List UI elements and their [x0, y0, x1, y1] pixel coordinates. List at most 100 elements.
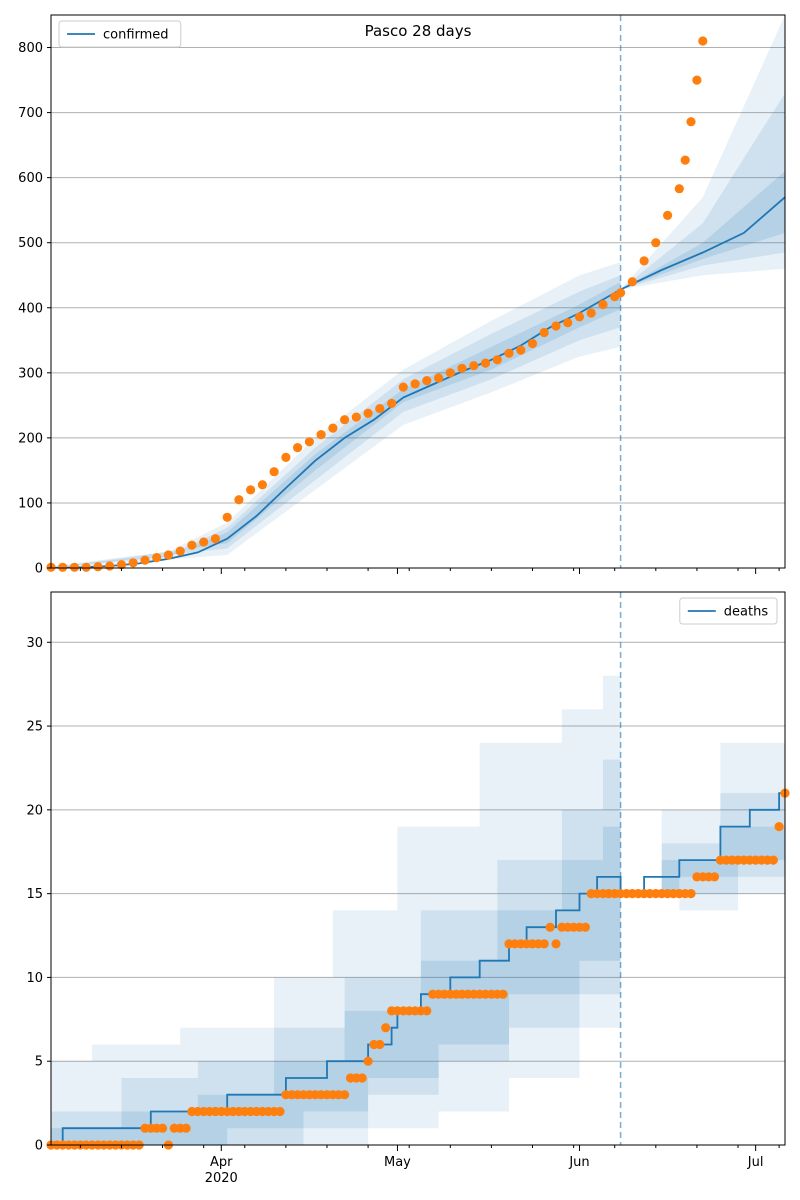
data-point: [246, 485, 256, 495]
y-tick-label: 5: [35, 1055, 43, 1070]
data-point: [663, 210, 673, 220]
y-tick-label: 200: [18, 431, 43, 446]
data-point: [81, 562, 91, 572]
data-point: [210, 534, 220, 544]
data-point: [222, 512, 232, 522]
data-point: [163, 550, 173, 560]
data-point: [422, 376, 432, 386]
y-axis: 0 5 10 15 20 25 30: [26, 636, 51, 1154]
legend-label: deaths: [724, 605, 769, 620]
data-point: [686, 117, 696, 127]
x-tick-label: May: [384, 1155, 411, 1170]
data-point: [498, 989, 508, 999]
data-point: [516, 345, 526, 355]
data-point: [674, 184, 684, 194]
y-tick-label: 600: [18, 171, 43, 186]
y-tick-label: 100: [18, 496, 43, 511]
data-point: [363, 1056, 373, 1066]
axes-frame: [50, 591, 786, 1146]
y-tick-label: 400: [18, 301, 43, 316]
data-point: [257, 480, 267, 490]
legend: deaths: [679, 597, 778, 625]
data-point: [539, 939, 549, 949]
data-point: [457, 363, 467, 373]
data-point: [175, 546, 185, 556]
data-point: [58, 562, 68, 572]
data-point: [627, 277, 637, 287]
data-point: [128, 558, 138, 568]
data-point: [686, 889, 696, 899]
confirmed-chart-panel: 0 100 200 300 400 500 600 700 800 Pasco 28 days co…: [18, 14, 786, 577]
data-point: [357, 1073, 367, 1083]
y-tick-label: 0: [35, 562, 43, 577]
data-point: [275, 1106, 285, 1117]
x-tick-sublabel: 2020: [205, 1171, 238, 1186]
axes-frame: [50, 14, 786, 569]
data-point: [187, 540, 197, 550]
data-point: [551, 939, 561, 949]
y-tick-label: 10: [26, 971, 43, 986]
data-point: [774, 822, 784, 832]
series-line-deaths: [51, 792, 785, 1145]
data-point: [445, 368, 455, 378]
data-point: [69, 562, 80, 572]
y-tick-label: 300: [18, 366, 43, 381]
series-line-confirmed: [51, 196, 785, 568]
legend: confirmed: [58, 20, 182, 48]
data-point: [304, 437, 314, 447]
uncertainty-bands: [51, 592, 785, 1145]
data-point: [199, 537, 209, 547]
data-point: [281, 452, 291, 462]
legend-box: [58, 20, 182, 48]
data-point: [545, 922, 555, 932]
data-point: [551, 321, 561, 331]
y-tick-label: 25: [26, 720, 43, 735]
data-point: [410, 379, 420, 389]
data-point: [539, 327, 549, 338]
data-point: [351, 412, 361, 422]
data-point: [692, 75, 702, 85]
data-point: [316, 430, 326, 440]
data-point: [93, 562, 103, 572]
legend-label: confirmed: [103, 28, 169, 43]
x-tick-label: Jul: [747, 1155, 764, 1170]
data-point: [158, 1123, 168, 1133]
y-tick-label: 500: [18, 236, 43, 251]
data-point: [434, 373, 444, 383]
y-axis: 0 100 200 300 400 500 600 700 800: [18, 41, 51, 577]
data-point: [398, 382, 408, 392]
band-mid: [51, 675, 785, 1145]
data-point: [181, 1123, 191, 1133]
data-point: [698, 36, 708, 46]
data-point: [563, 318, 573, 328]
y-tick-label: 800: [18, 41, 43, 56]
y-tick-label: 0: [35, 1139, 43, 1154]
x-tick-label: Apr: [210, 1155, 233, 1170]
data-point: [375, 404, 385, 414]
data-point: [375, 1039, 385, 1050]
data-point: [363, 408, 373, 418]
data-point: [116, 560, 127, 570]
data-point: [651, 238, 661, 248]
data-point: [234, 495, 244, 505]
data-point: [527, 338, 538, 349]
data-point: [105, 561, 115, 571]
data-point: [328, 423, 338, 433]
data-point: [680, 155, 690, 165]
data-point: [768, 855, 778, 865]
data-point: [574, 312, 585, 322]
data-point: [469, 361, 479, 371]
data-point: [504, 348, 514, 358]
data-point: [340, 1090, 350, 1100]
y-tick-label: 20: [26, 803, 43, 818]
data-point: [152, 553, 162, 563]
data-point: [639, 256, 649, 266]
data-point: [387, 398, 397, 408]
data-point: [586, 308, 596, 318]
data-point: [293, 443, 303, 453]
data-point: [140, 555, 150, 565]
data-point: [340, 415, 350, 425]
